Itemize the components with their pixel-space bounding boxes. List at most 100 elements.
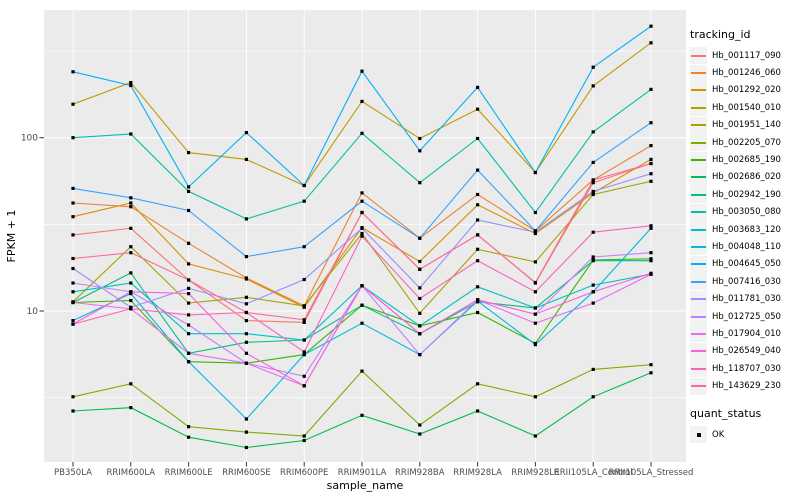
data-point — [129, 307, 133, 311]
data-point — [476, 233, 480, 237]
data-point — [187, 332, 191, 336]
data-point — [418, 181, 422, 185]
legend-line-icon — [691, 245, 706, 248]
legend-item-Hb_003683_120: Hb_003683_120 — [690, 221, 800, 239]
legend-item-label: Hb_118707_030 — [712, 363, 781, 374]
legend-key-box — [690, 377, 707, 395]
data-point — [649, 251, 653, 255]
data-point — [129, 245, 133, 249]
data-point — [187, 292, 191, 296]
legend-key-box — [690, 273, 707, 291]
data-point — [476, 218, 480, 222]
legend-item-label: Hb_004048_110 — [712, 241, 781, 252]
data-point — [649, 371, 653, 375]
legend-key-box — [690, 203, 707, 221]
legend-line-icon — [691, 315, 706, 318]
data-point — [187, 313, 191, 317]
legend-item-label: OK — [712, 429, 725, 440]
legend-key-box — [690, 308, 707, 326]
data-point — [649, 259, 653, 263]
data-point — [591, 301, 595, 305]
data-point — [476, 107, 480, 111]
data-point — [71, 395, 75, 399]
data-point — [591, 230, 595, 234]
data-point — [71, 322, 75, 326]
x-tick-label: RRIM928LE — [511, 468, 559, 478]
data-point — [418, 432, 422, 436]
data-point — [533, 170, 537, 175]
legend-key-box — [690, 99, 707, 117]
data-point — [591, 84, 595, 88]
data-point — [533, 280, 537, 285]
legend-line-icon — [691, 350, 706, 353]
legend-item-Hb_004048_110: Hb_004048_110 — [690, 238, 800, 256]
legend-item-Hb_118707_030: Hb_118707_030 — [690, 360, 800, 378]
data-point — [476, 285, 480, 289]
data-point — [649, 179, 653, 183]
data-point — [71, 102, 75, 106]
data-point — [476, 259, 480, 263]
legend-item-Hb_001951_140: Hb_001951_140 — [690, 116, 800, 134]
legend-item-label: Hb_004645_050 — [712, 259, 781, 270]
data-point — [649, 24, 653, 28]
data-point — [129, 290, 133, 294]
legend-key-box — [690, 342, 707, 360]
legend-key-box — [690, 64, 707, 82]
data-point — [71, 201, 75, 205]
data-point — [244, 417, 248, 421]
data-point — [649, 157, 653, 161]
legend-item-label: Hb_001246_060 — [712, 68, 781, 79]
data-point — [302, 384, 306, 388]
x-tick-label: RRIM901LA — [338, 468, 387, 478]
legend-item-label: Hb_012725_050 — [712, 311, 781, 322]
data-point — [533, 395, 537, 399]
data-point — [418, 423, 422, 427]
legend-key-box — [690, 426, 707, 443]
data-point — [71, 266, 75, 271]
data-point — [418, 332, 422, 336]
x-tick-label: RRIM600LA — [106, 468, 155, 478]
data-point — [649, 87, 653, 91]
legend-key-box — [690, 360, 707, 378]
data-point — [649, 271, 653, 275]
data-point — [187, 241, 191, 245]
data-point — [591, 283, 595, 287]
data-point — [302, 438, 306, 443]
legend-key-box — [690, 134, 707, 152]
legend-key-box — [690, 238, 707, 256]
data-point — [244, 131, 248, 135]
data-point — [187, 435, 191, 439]
x-tick-labels: PB350LA RRIM600LA RRIM600LE RRIM600SE RRIM60… — [54, 468, 693, 478]
data-point — [649, 363, 653, 367]
data-point — [71, 136, 75, 140]
data-point — [187, 351, 191, 355]
legend-item-label: Hb_003050_080 — [712, 207, 781, 218]
legend-item-Hb_001540_010: Hb_001540_010 — [690, 99, 800, 117]
data-point — [187, 301, 191, 305]
data-point — [649, 161, 653, 166]
legend-line-icon — [691, 106, 706, 109]
legend-key-box — [690, 81, 707, 99]
data-point — [129, 226, 133, 230]
legend-item-Hb_002686_020: Hb_002686_020 — [690, 168, 800, 186]
data-point — [591, 259, 595, 263]
legend-item-Hb_004645_050: Hb_004645_050 — [690, 255, 800, 273]
legend: tracking_id Hb_001117_090 Hb_001246_060 Hb… — [690, 28, 800, 443]
y-axis-title: FPKM + 1 — [5, 210, 18, 263]
legend-item-label: Hb_001117_090 — [712, 50, 781, 61]
data-point — [71, 70, 75, 74]
legend-item-label: Hb_003683_120 — [712, 224, 781, 235]
legend-item-Hb_143629_230: Hb_143629_230 — [690, 377, 800, 395]
legend-line-icon — [691, 193, 706, 196]
x-tick-label: RRIM600SE — [222, 468, 271, 478]
legend-item-Hb_007416_030: Hb_007416_030 — [690, 273, 800, 291]
data-point — [71, 233, 75, 237]
data-point — [360, 131, 364, 135]
data-point — [302, 199, 306, 203]
data-point — [244, 302, 248, 306]
square-marker-icon — [696, 432, 701, 437]
data-point — [533, 306, 537, 310]
data-point — [476, 409, 480, 413]
